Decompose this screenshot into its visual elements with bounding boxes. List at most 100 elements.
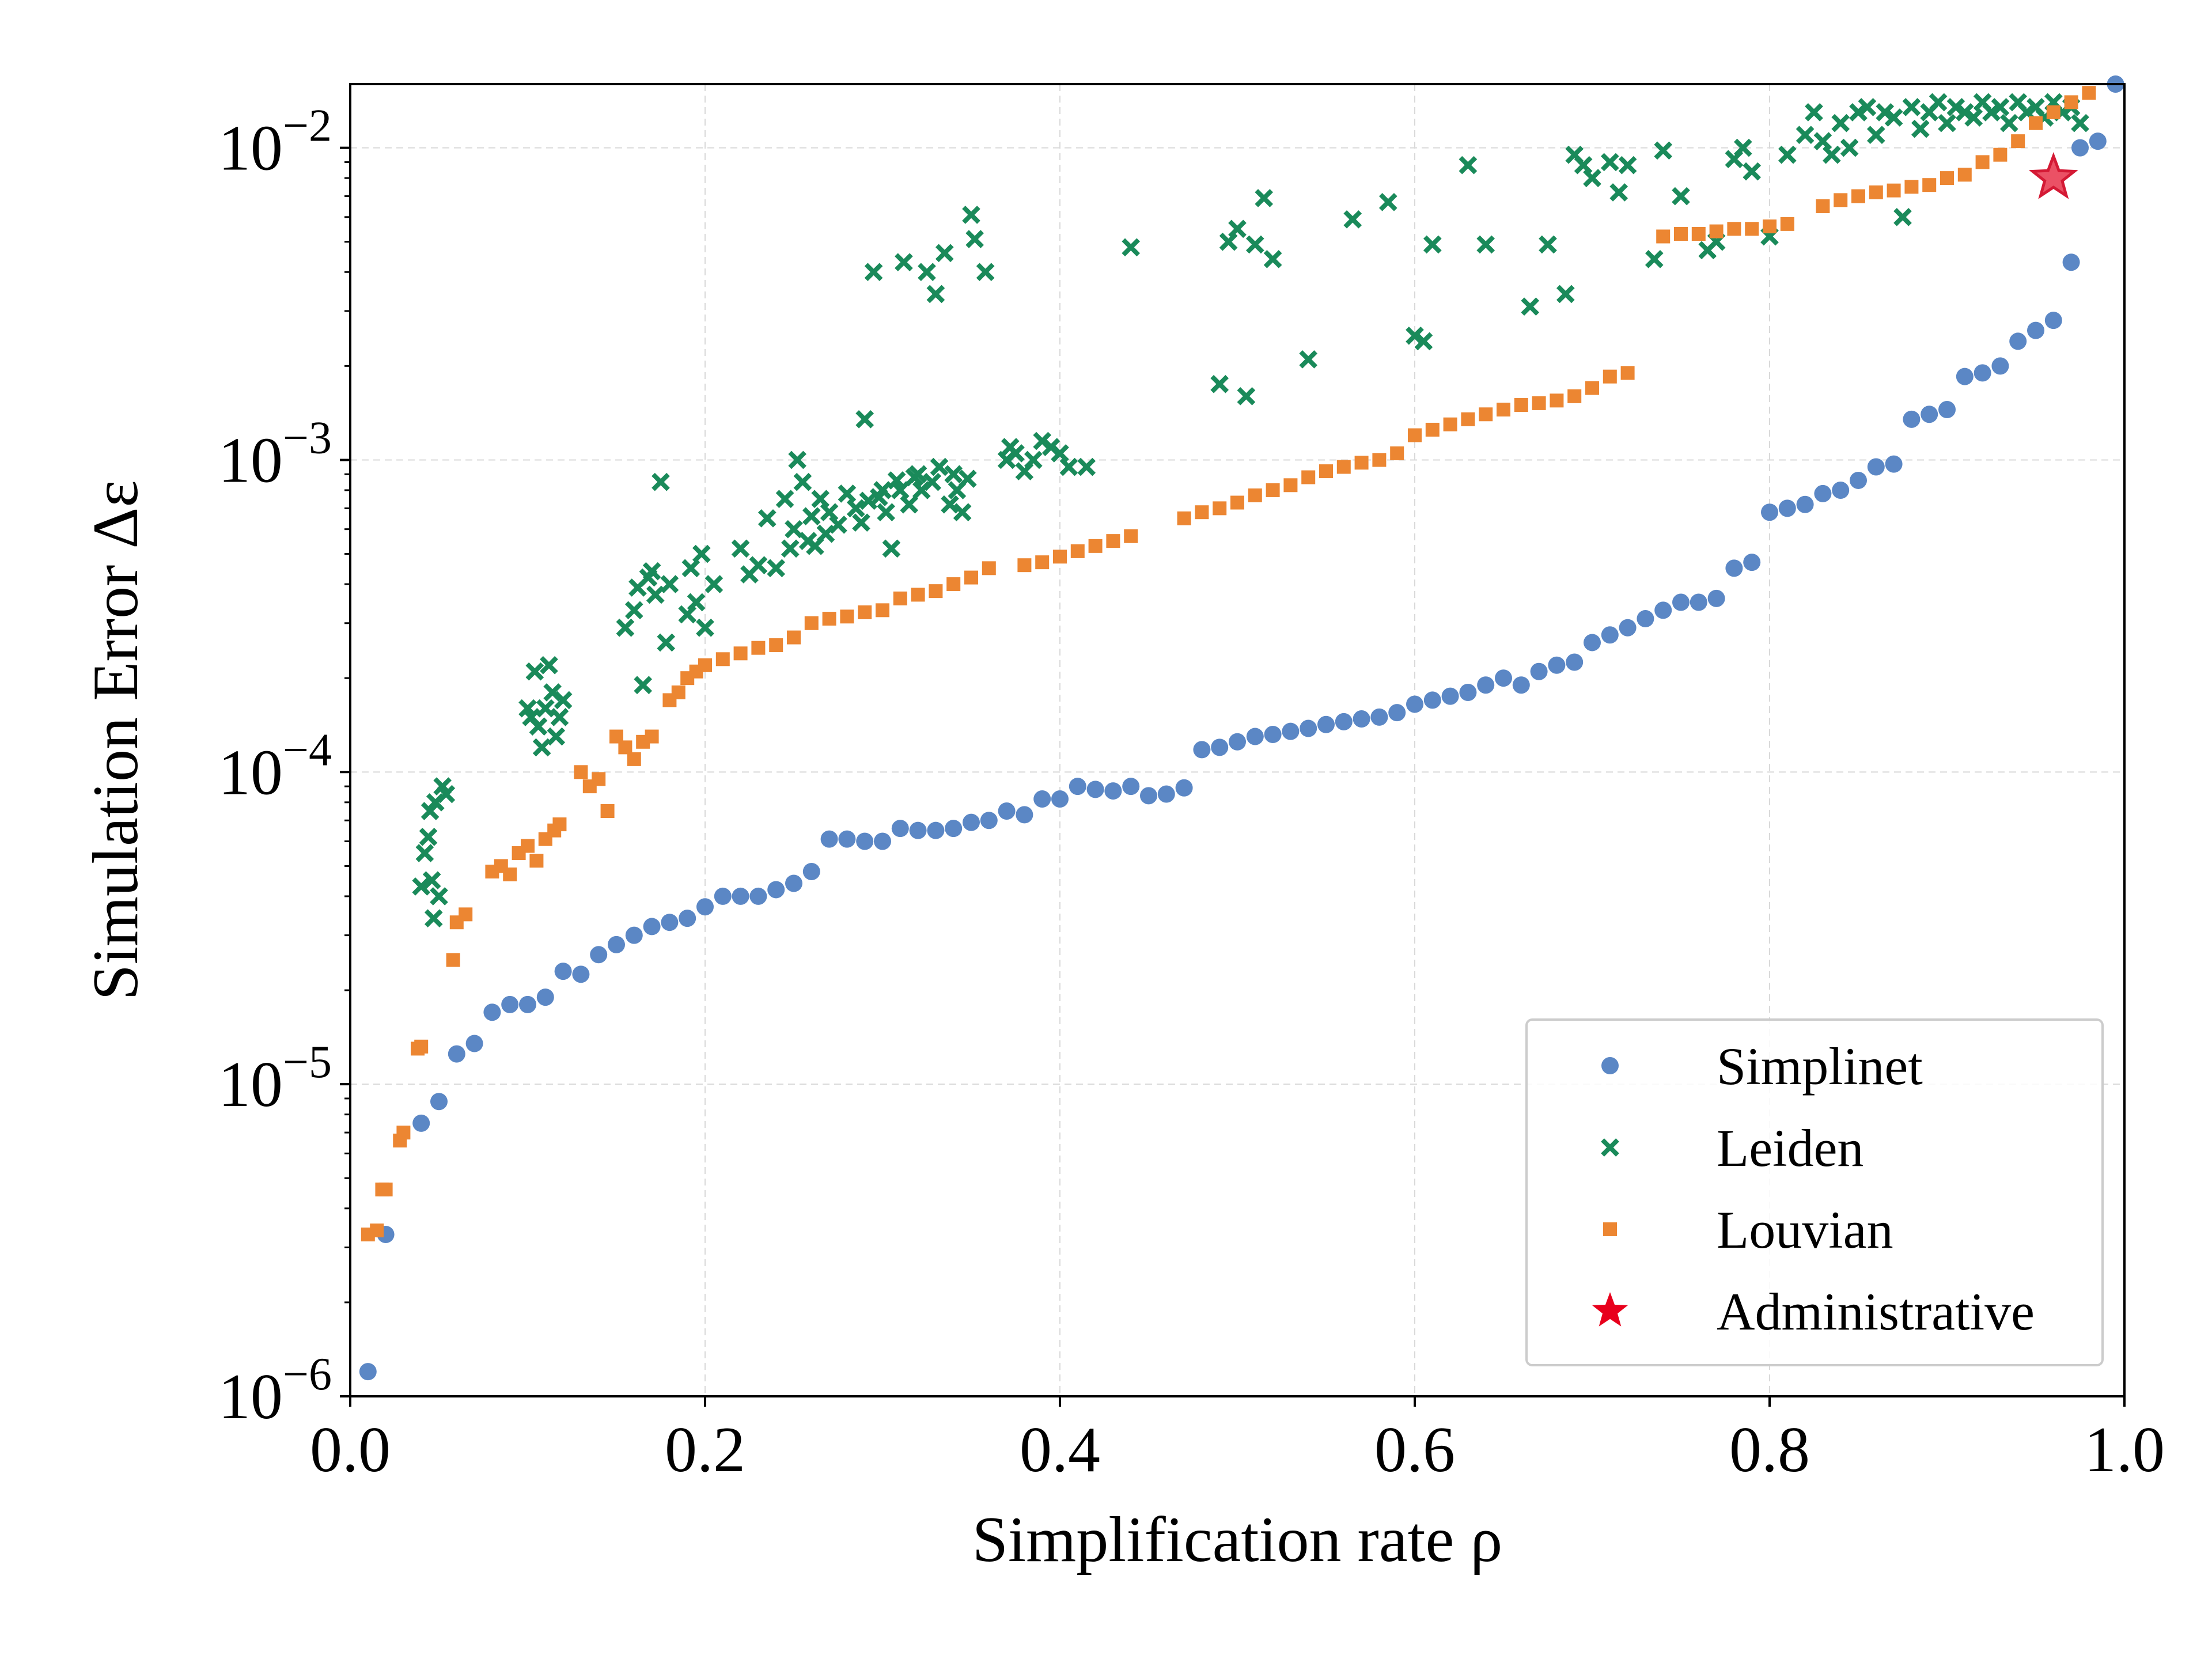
leiden-point-stroke [1299, 350, 1318, 369]
louvian-point [370, 1224, 384, 1238]
louvian-point [1975, 155, 1990, 169]
simplinet-point [1122, 778, 1140, 796]
simplinet-point [2009, 332, 2027, 350]
leiden-point-stroke [1459, 156, 1478, 175]
leiden-point-stroke [1911, 119, 1930, 138]
leiden-point-stroke [1556, 285, 1575, 304]
leiden-point-stroke [926, 285, 945, 304]
leiden-point [1255, 189, 1274, 207]
leiden-point-stroke [624, 601, 643, 620]
leiden-point-stroke [1858, 98, 1877, 116]
louvian-point [1674, 227, 1688, 241]
leiden-point [430, 887, 448, 906]
leiden-point-stroke [657, 633, 676, 652]
louvian-point [1851, 189, 1865, 203]
simplinet-point [572, 965, 590, 983]
legend-items: Simplinet Leiden Louvian Administrative [1592, 1037, 2035, 1341]
leiden-point-stroke [1884, 108, 1903, 127]
simplinet-point [1654, 601, 1672, 619]
leiden-point-stroke [1999, 113, 2018, 132]
leiden-point-stroke [1476, 235, 1495, 254]
leiden-point-stroke [1609, 183, 1628, 202]
leiden-point-stroke [424, 909, 443, 927]
louvian-point [1461, 412, 1475, 426]
leiden-point-stroke [652, 472, 670, 491]
simplinet-point [661, 914, 679, 931]
leiden-point [852, 513, 870, 532]
leiden-point [1574, 156, 1593, 175]
simplinet-point [785, 874, 802, 892]
leiden-point [696, 618, 714, 637]
leiden-point-stroke [525, 662, 544, 681]
y-tick-label: 10−6 [218, 1349, 332, 1433]
louvian-point [1497, 403, 1510, 417]
leiden-point [419, 827, 438, 846]
simplinet-point [820, 830, 838, 848]
leiden-point-stroke [1672, 187, 1690, 206]
simplinet-point [465, 1035, 483, 1052]
simplinet-point [1246, 728, 1264, 745]
simplinet-point [1637, 610, 1654, 628]
leiden-point-stroke [616, 618, 635, 637]
simplinet-point [714, 887, 732, 905]
simplinet-point [891, 820, 909, 838]
leiden-point [887, 471, 906, 490]
x-tick-label: 1.0 [2084, 1414, 2165, 1486]
leiden-point-stroke [1574, 156, 1593, 175]
simplinet-point [1850, 471, 1867, 489]
leiden-point [923, 472, 942, 491]
simplinet-point [1512, 676, 1530, 694]
leiden-point [687, 593, 706, 612]
leiden-point-stroke [1024, 450, 1043, 469]
leiden-point [1539, 235, 1557, 254]
leiden-point [624, 601, 643, 620]
leiden-point [944, 465, 963, 484]
leiden-point [634, 676, 653, 695]
louvian-point [378, 1182, 393, 1196]
leiden-point [422, 871, 441, 890]
louvian-point [1390, 446, 1404, 460]
leiden-point-stroke [1813, 132, 1832, 150]
leiden-point [802, 507, 821, 526]
leiden-point [1263, 249, 1282, 268]
leiden-point [412, 877, 431, 896]
leiden-point-stroke [908, 465, 927, 484]
simplinet-point [1353, 710, 1370, 728]
y-axis-label: Simulation Error Δε [80, 480, 151, 1001]
leiden-point [757, 509, 777, 528]
simplinet-point [1300, 719, 1317, 737]
leiden-point [767, 559, 786, 578]
simplinet-point [874, 832, 891, 850]
simplinet-point [448, 1045, 465, 1063]
leiden-point-stroke [1255, 189, 1274, 207]
leiden-point [1902, 98, 1921, 116]
leiden-point [882, 539, 901, 558]
administrative-point [2028, 151, 2078, 199]
louvian-point [1727, 222, 1741, 236]
leiden-point [1006, 444, 1025, 463]
leiden-point [415, 844, 434, 862]
leiden-point-stroke [1041, 438, 1060, 456]
leiden-point [1849, 103, 1868, 122]
simplinet-point [1459, 683, 1477, 701]
simplinet-point [1157, 785, 1175, 803]
leiden-point-stroke [1946, 98, 1965, 116]
leiden-point-stroke [873, 481, 892, 499]
louvian-point [1195, 505, 1209, 520]
leiden-point-stroke [1938, 113, 1956, 132]
louvian-point [521, 839, 535, 853]
leiden-point-stroke [1237, 387, 1256, 406]
louvian-point [1283, 478, 1298, 493]
louvian-point [1053, 550, 1067, 564]
leiden-point-stroke [1805, 103, 1823, 122]
leiden-point [953, 503, 972, 522]
leiden-point-stroke [2071, 113, 2089, 132]
simplinet-point [359, 1363, 377, 1381]
leiden-point-stroke [1796, 126, 1815, 145]
leiden-point [1805, 103, 1823, 122]
leiden-point [1955, 103, 1974, 122]
leiden-point-stroke [681, 559, 700, 578]
leiden-point [731, 539, 750, 558]
leiden-point-stroke [1051, 444, 1069, 463]
louvian-point [1656, 229, 1671, 244]
